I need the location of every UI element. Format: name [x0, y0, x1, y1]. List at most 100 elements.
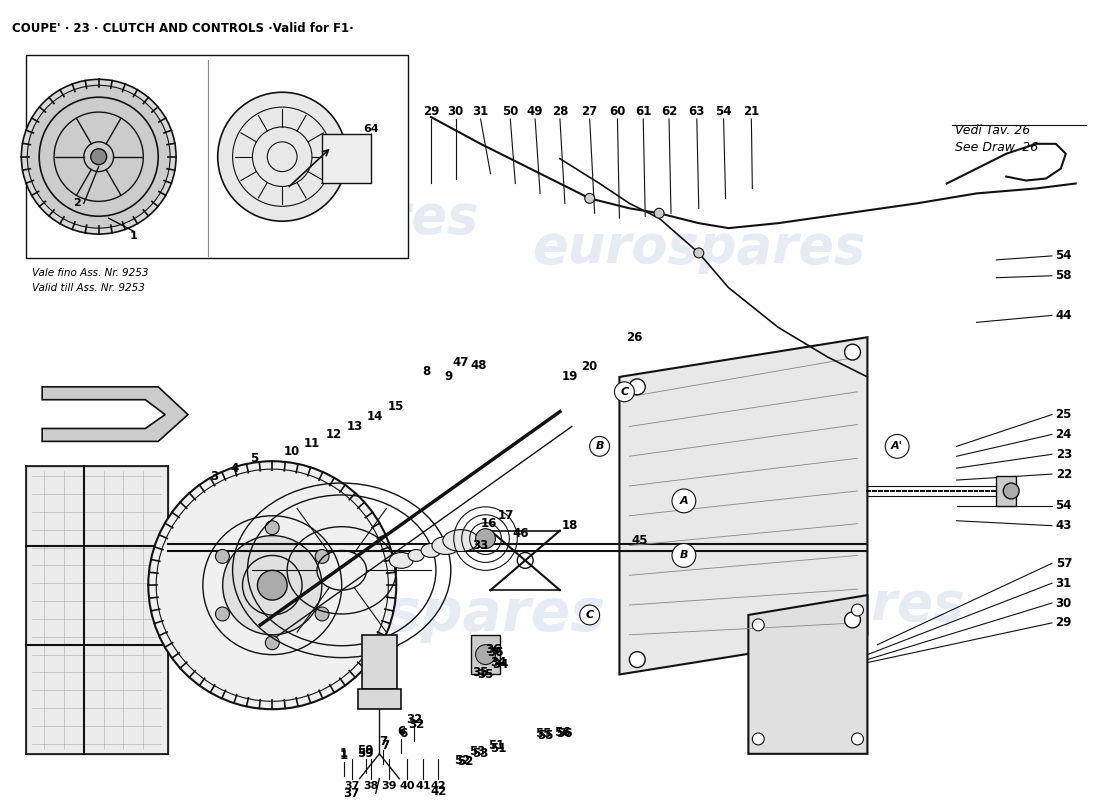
Text: 18: 18 — [562, 519, 578, 532]
Circle shape — [316, 550, 329, 563]
Text: 6: 6 — [397, 725, 405, 738]
Text: 51: 51 — [491, 742, 507, 755]
Text: Valid till Ass. Nr. 9253: Valid till Ass. Nr. 9253 — [32, 282, 145, 293]
Text: 54: 54 — [715, 105, 732, 118]
Text: 58: 58 — [1056, 270, 1072, 282]
Text: 11: 11 — [304, 437, 320, 450]
Circle shape — [265, 636, 279, 650]
Text: A: A — [680, 496, 689, 506]
Text: 31: 31 — [1056, 577, 1071, 590]
Text: 22: 22 — [1056, 468, 1071, 481]
Text: 9: 9 — [444, 370, 453, 383]
Circle shape — [590, 437, 609, 456]
Text: 42: 42 — [430, 781, 446, 790]
Text: eurospares: eurospares — [145, 192, 478, 244]
Circle shape — [1003, 483, 1020, 499]
Text: 46: 46 — [512, 527, 528, 540]
Text: 14: 14 — [366, 410, 383, 423]
Bar — [358, 690, 402, 709]
Text: 1: 1 — [340, 750, 348, 762]
Text: 52: 52 — [454, 754, 471, 767]
Text: COUPE' · 23 · CLUTCH AND CONTROLS ·Valid for F1·: COUPE' · 23 · CLUTCH AND CONTROLS ·Valid… — [12, 22, 354, 35]
Text: 24: 24 — [1056, 428, 1072, 441]
Text: 53: 53 — [470, 746, 486, 758]
Circle shape — [851, 733, 864, 745]
Text: 63: 63 — [689, 105, 705, 118]
Text: 40: 40 — [399, 781, 415, 790]
Text: 3: 3 — [211, 470, 219, 482]
Text: A': A' — [891, 442, 903, 451]
Circle shape — [615, 382, 635, 402]
Text: 56: 56 — [553, 726, 570, 738]
Circle shape — [694, 248, 704, 258]
Text: 21: 21 — [744, 105, 759, 118]
Text: eurospares: eurospares — [236, 586, 606, 643]
Text: 42: 42 — [431, 785, 447, 798]
Text: 26: 26 — [626, 330, 642, 344]
Text: 27: 27 — [582, 105, 597, 118]
Text: 17: 17 — [497, 510, 514, 522]
Text: 36: 36 — [485, 643, 502, 656]
Text: 55: 55 — [535, 727, 551, 741]
Text: 37: 37 — [344, 781, 360, 790]
Text: 32: 32 — [406, 713, 422, 726]
Circle shape — [216, 550, 230, 563]
Text: 25: 25 — [1056, 408, 1072, 421]
Text: 48: 48 — [471, 358, 487, 371]
Text: 7: 7 — [382, 739, 389, 752]
Text: 53: 53 — [472, 747, 488, 760]
Polygon shape — [26, 466, 168, 754]
Circle shape — [257, 570, 287, 600]
Text: eurospares: eurospares — [631, 579, 965, 631]
Text: 5: 5 — [251, 452, 258, 465]
Text: 30: 30 — [448, 105, 464, 118]
Text: 43: 43 — [1056, 519, 1072, 532]
Text: 64: 64 — [364, 124, 380, 134]
Text: 10: 10 — [284, 445, 300, 458]
Text: 60: 60 — [609, 105, 626, 118]
Text: 51: 51 — [488, 739, 505, 752]
Text: 45: 45 — [631, 534, 648, 547]
Circle shape — [148, 462, 396, 709]
Text: 16: 16 — [481, 518, 497, 530]
Text: 8: 8 — [422, 366, 430, 378]
Circle shape — [886, 434, 909, 458]
Text: See Draw. 26: See Draw. 26 — [955, 141, 1038, 154]
Circle shape — [585, 194, 595, 203]
Text: 31: 31 — [472, 105, 488, 118]
Text: 37: 37 — [343, 787, 360, 800]
Circle shape — [265, 521, 279, 534]
Text: 41: 41 — [415, 781, 431, 790]
Text: 36: 36 — [487, 646, 504, 659]
Text: 61: 61 — [635, 105, 651, 118]
Text: 12: 12 — [326, 428, 342, 441]
Text: 35: 35 — [472, 666, 488, 679]
Text: 34: 34 — [491, 656, 507, 669]
Circle shape — [216, 607, 230, 621]
Text: 28: 28 — [552, 105, 568, 118]
Text: 29: 29 — [422, 105, 439, 118]
Text: B: B — [680, 550, 689, 561]
Text: 33: 33 — [472, 539, 488, 552]
Circle shape — [21, 79, 176, 234]
Text: 39: 39 — [382, 781, 397, 790]
Ellipse shape — [421, 543, 441, 558]
Text: C: C — [585, 610, 594, 620]
Circle shape — [845, 344, 860, 360]
Circle shape — [475, 529, 495, 549]
Polygon shape — [619, 338, 868, 674]
Circle shape — [316, 607, 329, 621]
Text: C: C — [620, 386, 628, 397]
Text: 32: 32 — [408, 718, 425, 730]
Text: 62: 62 — [661, 105, 678, 118]
Text: 6: 6 — [399, 727, 407, 741]
Circle shape — [475, 645, 495, 665]
Text: Vedi Tav. 26: Vedi Tav. 26 — [955, 124, 1030, 137]
Polygon shape — [748, 595, 868, 754]
Text: 47: 47 — [452, 355, 469, 369]
Text: 1: 1 — [130, 231, 138, 241]
Text: 49: 49 — [527, 105, 543, 118]
Text: 13: 13 — [346, 420, 363, 433]
Text: B: B — [595, 442, 604, 451]
Text: 34: 34 — [492, 658, 508, 671]
